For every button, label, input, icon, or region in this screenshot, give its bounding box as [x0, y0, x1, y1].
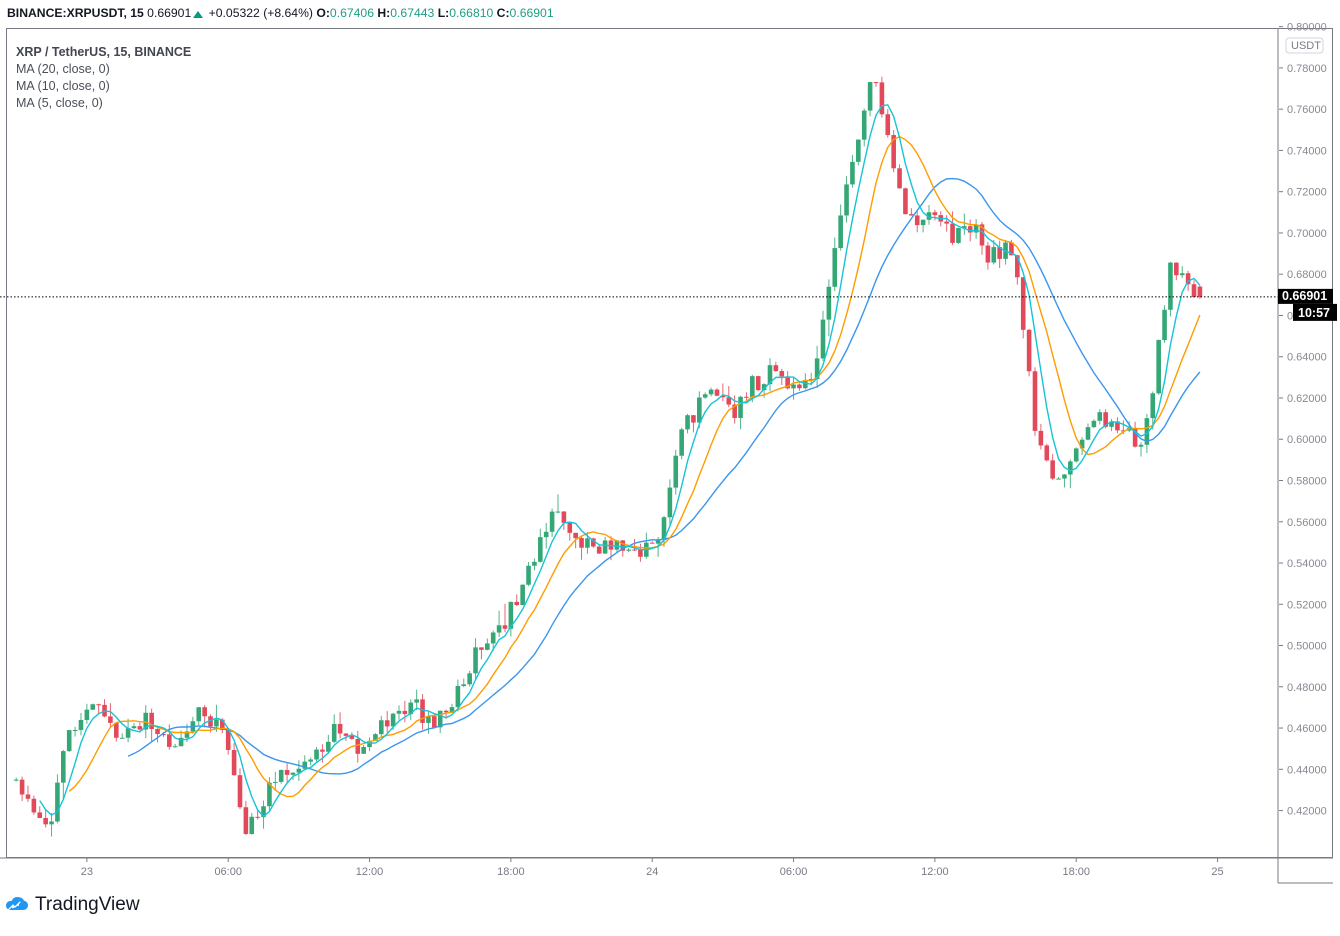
svg-text:0.64000: 0.64000	[1287, 352, 1327, 364]
svg-text:0.56000: 0.56000	[1287, 517, 1327, 529]
svg-text:0.78000: 0.78000	[1287, 63, 1327, 75]
svg-text:12:00: 12:00	[356, 866, 384, 878]
svg-text:0: 0	[1287, 310, 1293, 322]
svg-text:06:00: 06:00	[214, 866, 242, 878]
svg-text:10:57: 10:57	[1298, 306, 1330, 320]
svg-text:06:00: 06:00	[780, 866, 808, 878]
svg-text:24: 24	[646, 866, 658, 878]
svg-text:0.42000: 0.42000	[1287, 806, 1327, 818]
svg-text:0.46000: 0.46000	[1287, 723, 1327, 735]
svg-text:USDT: USDT	[1291, 40, 1321, 52]
svg-text:0.50000: 0.50000	[1287, 641, 1327, 653]
svg-text:25: 25	[1211, 866, 1223, 878]
svg-text:0.54000: 0.54000	[1287, 558, 1327, 570]
svg-text:12:00: 12:00	[921, 866, 949, 878]
svg-text:0.48000: 0.48000	[1287, 682, 1327, 694]
svg-text:18:00: 18:00	[1062, 866, 1090, 878]
svg-text:0.70000: 0.70000	[1287, 228, 1327, 240]
svg-text:0.74000: 0.74000	[1287, 145, 1327, 157]
svg-text:0.58000: 0.58000	[1287, 475, 1327, 487]
svg-text:0.52000: 0.52000	[1287, 599, 1327, 611]
svg-text:0.72000: 0.72000	[1287, 187, 1327, 199]
svg-text:23: 23	[81, 866, 93, 878]
svg-text:18:00: 18:00	[497, 866, 525, 878]
svg-text:0.66901: 0.66901	[1282, 289, 1327, 303]
svg-text:0.68000: 0.68000	[1287, 269, 1327, 281]
svg-text:0.44000: 0.44000	[1287, 764, 1327, 776]
svg-text:0.80000: 0.80000	[1287, 22, 1327, 34]
svg-text:0.76000: 0.76000	[1287, 104, 1327, 116]
svg-text:0.60000: 0.60000	[1287, 434, 1327, 446]
svg-text:0.62000: 0.62000	[1287, 393, 1327, 405]
